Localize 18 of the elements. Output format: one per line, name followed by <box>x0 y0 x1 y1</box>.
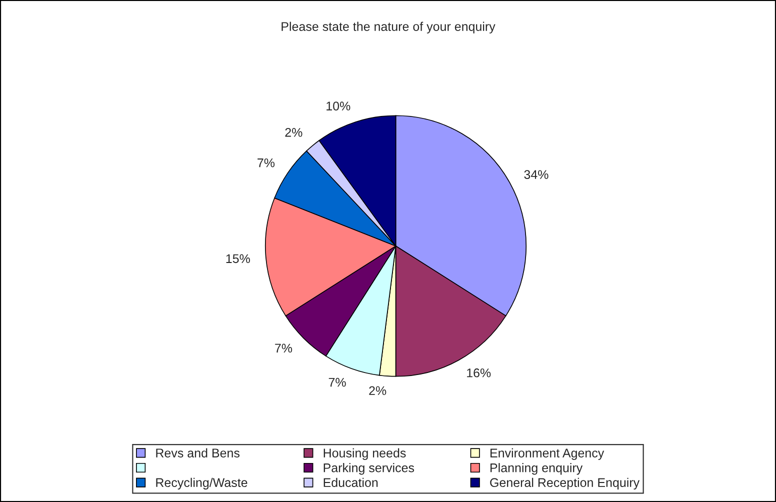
data-label: 7% <box>275 344 292 353</box>
data-label: 34% <box>524 170 548 179</box>
data-label: 7% <box>328 378 346 387</box>
data-label: 10% <box>326 102 350 110</box>
data-label: 15% <box>226 254 250 264</box>
data-label: 16% <box>467 368 491 378</box>
legend-label: General Reception Enquiry <box>490 478 640 490</box>
legend-label: Housing needs <box>324 448 406 460</box>
data-label: 2% <box>285 128 302 137</box>
data-label: 7% <box>258 158 275 168</box>
chart-title: Please state the nature of your enquiry <box>282 22 496 34</box>
legend-label: Environment Agency <box>490 448 604 460</box>
legend-label: Parking services <box>324 463 414 475</box>
legend-label: Recycling/Waste <box>156 478 248 490</box>
data-label: 2% <box>369 386 386 396</box>
legend-label: Planning enquiry <box>490 463 583 475</box>
legend-label: Education <box>324 478 378 488</box>
legend-label: Revs and Bens <box>156 448 240 458</box>
